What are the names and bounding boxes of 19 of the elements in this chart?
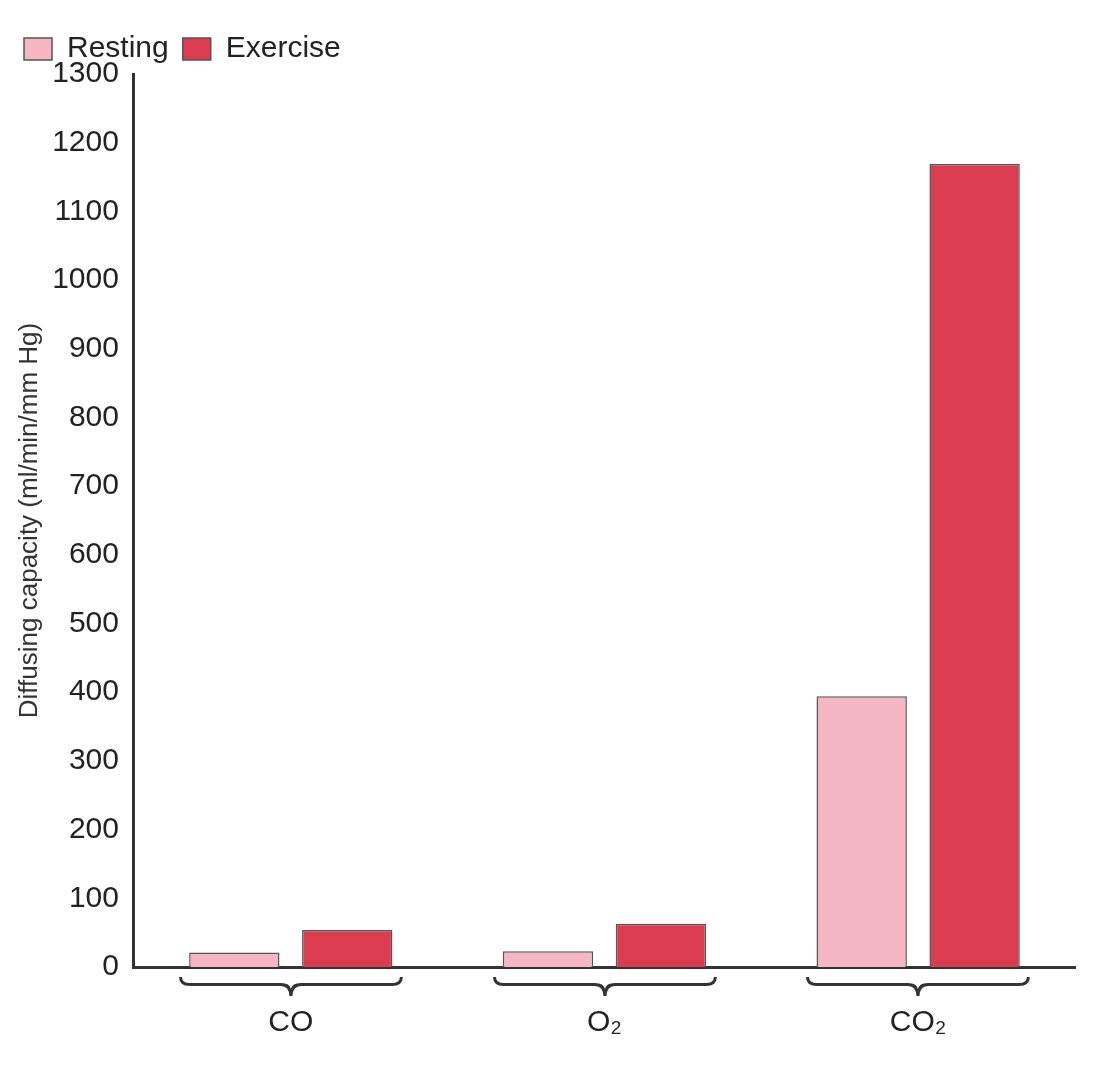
x-tick-label: O₂	[586, 1004, 622, 1038]
y-tick-label: 800	[68, 398, 119, 432]
x-tick-label: CO	[268, 1004, 314, 1038]
y-tick-label: 0	[102, 948, 119, 982]
y-tick-label: 200	[68, 810, 119, 844]
y-tick-label: 500	[68, 604, 119, 638]
x-tick-label: CO₂	[889, 1004, 947, 1038]
y-tick-label: 900	[68, 330, 119, 364]
legend-label: Resting	[67, 30, 169, 64]
y-tick-label: 400	[68, 673, 119, 707]
y-tick-label: 1100	[54, 192, 119, 226]
y-tick-label: 1000	[52, 261, 119, 295]
y-tick-label: 1200	[52, 123, 119, 157]
y-tick-label: 700	[68, 467, 119, 501]
y-axis-title: Diffusing capacity (ml/min/mm Hg)	[12, 322, 43, 719]
legend-label: Exercise	[225, 30, 341, 64]
y-tick-label: 100	[68, 879, 119, 913]
y-tick-label: 600	[68, 536, 119, 570]
y-tick-label: 300	[68, 742, 119, 776]
